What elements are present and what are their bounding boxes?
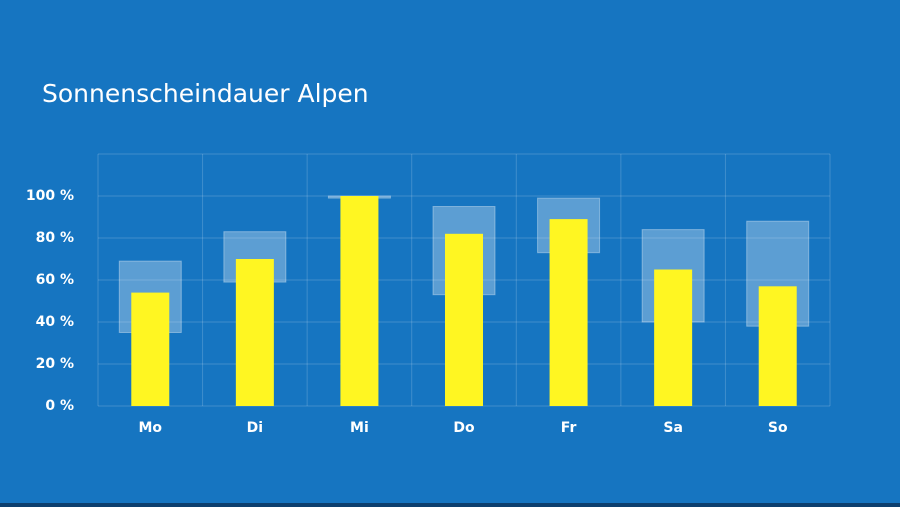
bar [758,286,797,406]
x-tick-label: Di [247,420,263,436]
chart-title: Sonnenscheindauer Alpen [42,79,369,108]
x-tick-label: Sa [663,420,683,436]
y-tick-label: 0 % [45,398,74,414]
bar [340,196,379,406]
x-tick-label: So [768,420,788,436]
y-tick-label: 40 % [36,314,74,330]
x-tick-label: Mo [139,420,163,436]
x-tick-label: Do [453,420,475,436]
bar [235,259,274,406]
x-tick-label: Mi [350,420,369,436]
bar [131,292,170,406]
bar [445,233,483,406]
y-tick-label: 20 % [36,356,74,372]
bar [654,269,693,406]
x-tick-label: Fr [561,420,577,436]
y-tick-label: 100 % [26,188,74,204]
bottom-strip [0,503,900,507]
bar [549,219,588,406]
y-tick-label: 60 % [36,272,74,288]
y-tick-label: 80 % [36,230,74,246]
